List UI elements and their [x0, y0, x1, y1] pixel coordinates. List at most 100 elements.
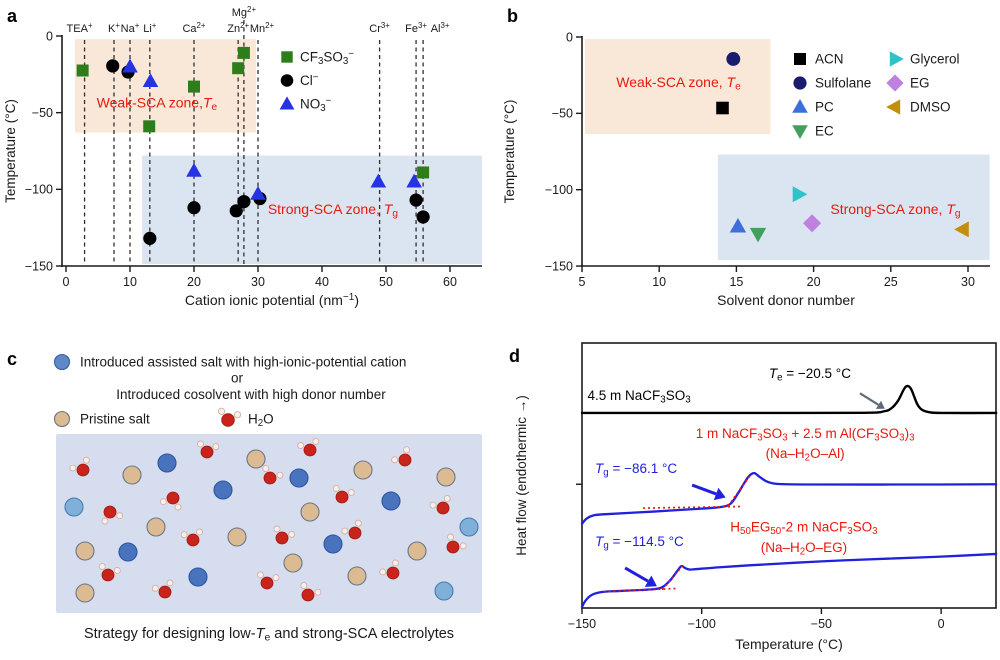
molecule-layer	[64, 438, 479, 603]
pristine-salt-particle	[75, 541, 95, 561]
hydrogen-atom	[116, 512, 124, 520]
arrow-head	[644, 575, 657, 587]
legend-introduced-text: Introduced assisted salt with high-ionic…	[80, 355, 406, 370]
marker-square	[232, 62, 245, 75]
text-run: PC	[815, 100, 834, 115]
oxygen-atom	[103, 505, 117, 519]
panel-a-label: a	[7, 6, 18, 26]
text-run: Introduced cosolvent with high donor num…	[116, 387, 386, 402]
hydrogen-atom	[459, 542, 467, 550]
panel-c-caption: Strategy for designing low-Te and strong…	[84, 626, 454, 644]
text-run: Temperature (°C)	[735, 636, 843, 652]
hydrogen-atom	[347, 489, 355, 496]
text-run: Strategy for designing low-	[84, 626, 256, 642]
text-run: Glycerol	[910, 52, 960, 67]
text-run: 3	[343, 56, 348, 67]
scatter-chart-cation-ionic-potential: TEA+ K+ Na+ Li+ Ca2+ Zn2+Mg2+Mn2+ Cr3+ Fe3+ Al3+…	[3, 5, 482, 308]
text-run: −150	[568, 617, 596, 631]
sca-zone	[717, 154, 990, 260]
water-molecule	[101, 505, 124, 525]
oxygen-atom	[303, 443, 317, 457]
text-run: H	[248, 412, 258, 427]
curve-annotation: Tg = −114.5 °C	[595, 534, 684, 551]
pristine-salt-particle	[75, 583, 95, 603]
oxygen-atom	[200, 445, 214, 459]
tangent-dotted-line	[603, 587, 678, 593]
text-run: Zn	[227, 23, 240, 35]
hydrogen-atom	[196, 528, 203, 536]
hydrogen-atom	[151, 584, 159, 592]
text-run: SO	[880, 426, 900, 441]
marker-circle	[416, 210, 430, 224]
text-run: EG	[751, 520, 771, 535]
dsc-curve	[580, 552, 998, 609]
text-run: 3	[320, 103, 325, 114]
text-run: EG	[910, 76, 930, 91]
y-tick-label: −150	[545, 259, 573, 273]
tangent-dotted-line	[643, 505, 742, 509]
marker-triangle-left	[954, 221, 969, 238]
text-run: 3+	[441, 21, 450, 30]
text-run: 4.5 m NaCF	[588, 388, 661, 403]
oxygen-atom	[386, 566, 400, 580]
marker-circle	[409, 193, 423, 207]
oxygen-atom	[398, 453, 412, 467]
hydrogen-atom	[354, 519, 362, 527]
introduced-salt-particle-light	[64, 497, 84, 517]
marker-circle	[106, 59, 120, 73]
marker-triangle-down	[749, 227, 767, 243]
text-run: Solvent donor number	[717, 292, 855, 308]
marker-triangle-up	[142, 73, 159, 88]
series-ec	[749, 227, 767, 243]
water-molecule	[197, 440, 220, 459]
legend-label: EG	[910, 76, 930, 91]
annotation-arrow	[691, 483, 726, 501]
text-run: −	[348, 49, 354, 60]
arrow-shaft	[624, 566, 649, 583]
text-run: +	[135, 21, 140, 30]
legend-label: PC	[815, 100, 834, 115]
text-run: 3	[318, 56, 323, 67]
text-run: 3	[909, 432, 914, 443]
text-run: Cl	[300, 73, 313, 88]
text-run: 30	[251, 275, 265, 289]
curve-annotation: Tg = −86.1 °C	[595, 461, 677, 478]
legend: ACN Sulfolane PC EC Glycerol EG DMSO	[792, 51, 960, 139]
pristine-salt-particle	[436, 467, 456, 487]
introduced-salt-particle	[323, 534, 343, 554]
text-run: Weak-SCA zone,	[97, 94, 203, 110]
marker-square	[417, 166, 430, 179]
text-run: ACN	[815, 52, 844, 67]
text-run: T	[595, 461, 605, 476]
marker-square	[794, 53, 806, 65]
text-run: Strong-SCA zone,	[268, 201, 384, 217]
introduced-salt-particle	[188, 567, 208, 587]
oxygen-atom	[275, 531, 289, 545]
x-tick-label: −150	[568, 617, 596, 631]
text-run: 3	[782, 432, 787, 443]
text-run: 2	[258, 418, 263, 429]
hydrogen-atom	[447, 533, 454, 541]
cation-label: K+	[108, 21, 120, 35]
hydrogen-atom	[212, 443, 220, 451]
marker-square	[143, 120, 156, 133]
curve-annotation: 4.5 m NaCF3SO3	[588, 388, 691, 405]
text-run: −50	[32, 106, 53, 120]
x-tick-label: 10	[652, 275, 666, 289]
cation-label: Cr3+	[369, 21, 390, 35]
oxygen-atom	[186, 533, 200, 547]
text-run: −100	[545, 183, 573, 197]
hydrogen-atom	[443, 495, 451, 502]
x-tick-label: 60	[443, 275, 457, 289]
x-tick-label: 0	[938, 617, 945, 631]
hydrogen-atom	[174, 503, 182, 511]
series-no3	[122, 58, 422, 200]
oxygen-atom	[263, 471, 277, 485]
text-run: 2	[800, 546, 805, 557]
text-run: Sulfolane	[815, 76, 871, 91]
legend: CF3SO3−Cl−NO3−	[279, 49, 354, 114]
text-run: 3+	[381, 21, 390, 30]
water-molecule	[151, 579, 174, 599]
x-tick-label: 20	[187, 275, 201, 289]
introduced-salt-particle	[157, 453, 177, 473]
